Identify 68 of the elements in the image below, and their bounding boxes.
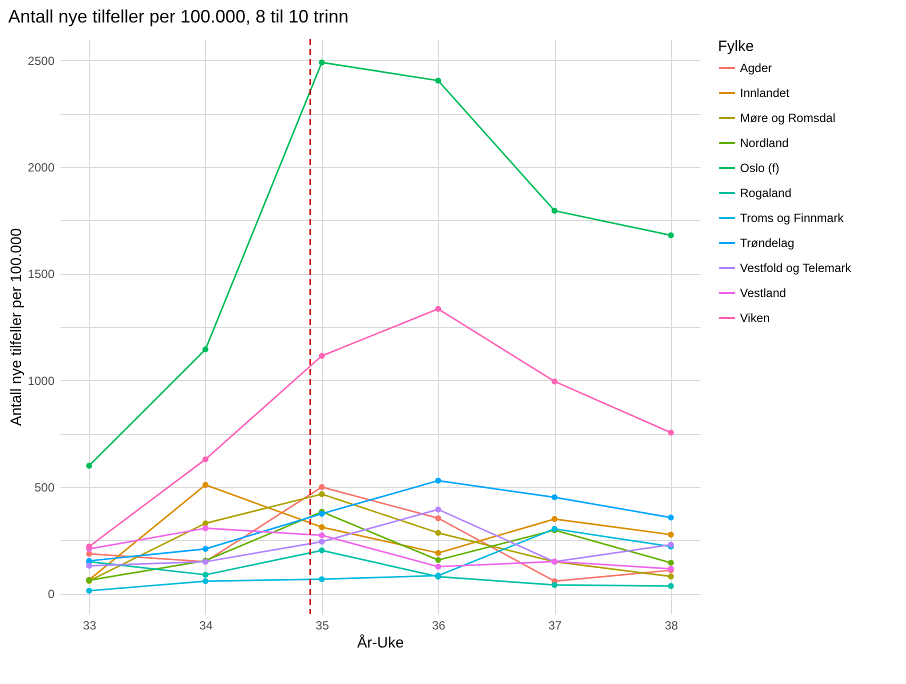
point — [435, 78, 442, 84]
point — [318, 352, 325, 359]
point — [435, 564, 442, 570]
point — [202, 546, 208, 552]
y-tick-label: 2500 — [28, 54, 55, 68]
point — [318, 532, 325, 538]
point — [668, 583, 674, 590]
point — [435, 557, 442, 564]
x-tick-label: 34 — [199, 618, 213, 632]
point — [318, 491, 325, 498]
point — [668, 573, 674, 580]
point — [435, 515, 442, 522]
legend-label: Rogaland — [740, 186, 792, 200]
point — [435, 506, 442, 512]
point — [435, 530, 442, 536]
legend-title: Fylke — [718, 38, 754, 55]
point — [552, 208, 558, 214]
point — [318, 576, 325, 582]
legend-label: Viken — [740, 311, 770, 325]
point — [435, 306, 442, 312]
point — [202, 520, 208, 526]
point — [668, 514, 674, 521]
x-tick-label: 36 — [432, 618, 446, 632]
point — [86, 462, 92, 469]
legend-label: Oslo (f) — [740, 161, 780, 175]
legend-label: Trøndelag — [740, 236, 794, 250]
point — [202, 578, 208, 584]
point — [668, 430, 674, 436]
point — [318, 484, 325, 490]
legend-label: Vestfold og Telemark — [740, 261, 852, 275]
y-tick-label: 0 — [48, 587, 55, 602]
x-axis-title: År-Uke — [357, 634, 404, 652]
legend-label: Møre og Romsdal — [740, 111, 836, 125]
point — [435, 550, 442, 556]
point — [668, 560, 674, 566]
x-tick-label: 33 — [82, 618, 97, 632]
y-tick-label: 1000 — [28, 374, 55, 388]
point — [318, 524, 325, 530]
x-tick-label: 35 — [316, 618, 330, 632]
y-axis-title: Antall nye tilfeller per 100.000 — [8, 228, 25, 426]
point — [318, 547, 325, 554]
x-tick-label: 38 — [664, 618, 678, 632]
legend-label: Nordland — [740, 136, 789, 150]
point — [202, 482, 208, 488]
y-tick-label: 2000 — [28, 160, 55, 175]
y-tick-label: 500 — [34, 480, 55, 495]
point — [86, 562, 92, 569]
legend-label: Vestland — [740, 286, 786, 300]
chart-title: Antall nye tilfeller per 100.000, 8 til 10 trinn — [8, 6, 349, 26]
point — [552, 582, 558, 588]
point — [552, 378, 558, 384]
point — [202, 525, 208, 532]
legend-label: Agder — [740, 61, 772, 75]
point — [435, 478, 442, 484]
point — [668, 532, 674, 538]
x-tick-label: 37 — [548, 618, 562, 632]
legend-label: Troms og Finnmark — [740, 211, 845, 225]
point — [552, 516, 558, 522]
legend-label: Innlandet — [740, 86, 790, 100]
point — [202, 346, 208, 352]
point — [668, 232, 674, 238]
point — [318, 538, 325, 545]
y-tick-label: 1500 — [28, 267, 55, 282]
point — [202, 456, 208, 462]
point — [86, 588, 92, 594]
point — [318, 59, 325, 66]
point — [202, 572, 208, 578]
point — [552, 494, 558, 500]
